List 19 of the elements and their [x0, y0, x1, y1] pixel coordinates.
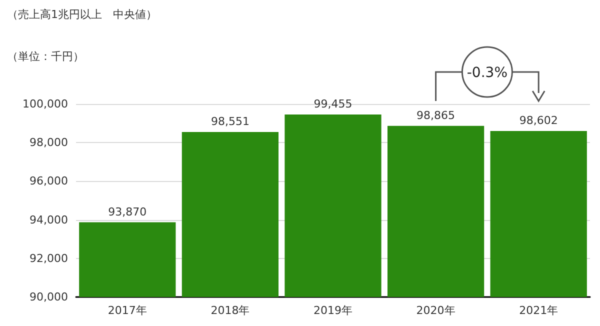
- x-tick-label: 2019年: [314, 304, 352, 317]
- data-label: 99,455: [314, 98, 352, 111]
- x-tick-label: 2018年: [210, 304, 250, 317]
- x-tick-label: 2020年: [416, 304, 456, 317]
- data-label: 93,870: [108, 205, 147, 218]
- y-tick-label: 100,000: [22, 98, 68, 110]
- y-tick-label: 96,000: [30, 174, 68, 188]
- y-tick-label: 92,000: [30, 252, 68, 265]
- data-label: 98,602: [519, 114, 558, 127]
- chart-title: （売上高1兆円以上 中央値）: [7, 8, 157, 21]
- x-tick-label: 2021年: [519, 304, 558, 317]
- y-tick-label: 90,000: [30, 290, 68, 304]
- y-tick-label: 94,000: [30, 213, 68, 226]
- data-label: 98,865: [416, 108, 456, 122]
- y-axis-title: （単位：千円）: [7, 50, 84, 63]
- x-tick-label: 2017年: [108, 304, 147, 317]
- data-label: 98,551: [210, 114, 250, 128]
- y-tick-label: 98,000: [30, 136, 68, 150]
- text: -0.3%: [466, 65, 508, 81]
